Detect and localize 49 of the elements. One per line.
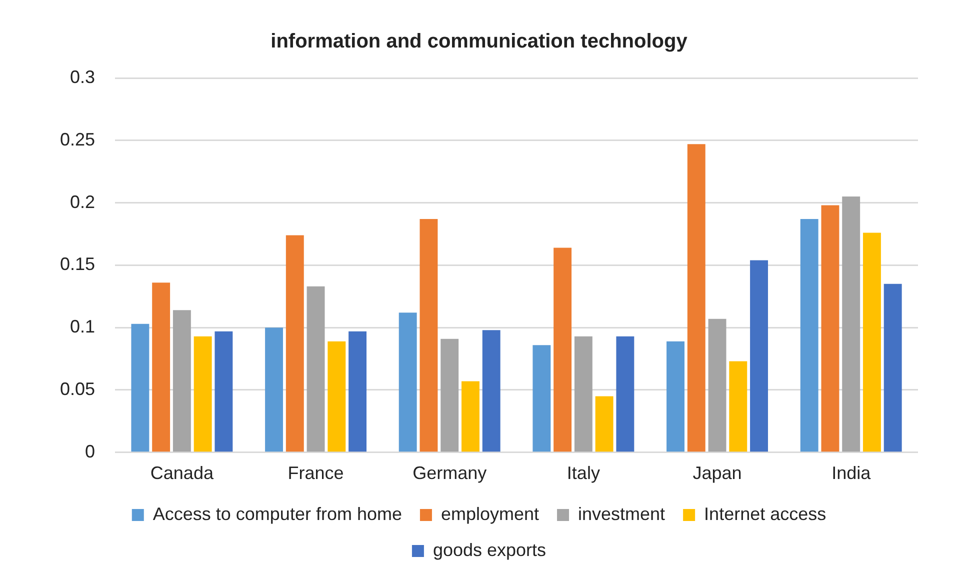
legend-label: employment — [440, 504, 540, 524]
bar — [666, 341, 684, 452]
bar — [554, 248, 572, 452]
bar — [172, 310, 191, 452]
x-tick-label: Japan — [692, 463, 742, 484]
bar — [286, 235, 304, 452]
bar — [862, 232, 881, 452]
bar — [306, 286, 325, 452]
bar — [750, 260, 768, 452]
x-tick-label: Germany — [412, 463, 487, 484]
legend-label: Internet access — [704, 504, 826, 524]
bar — [708, 318, 726, 452]
legend-label: Access to computer from home — [152, 504, 402, 524]
y-tick-label: 0.3 — [70, 66, 96, 87]
bar — [729, 361, 748, 452]
y-tick-label: 0.2 — [70, 192, 96, 212]
bar — [842, 196, 860, 452]
bar — [328, 341, 346, 452]
bar — [687, 144, 706, 452]
bar — [152, 282, 170, 452]
bar — [214, 331, 233, 452]
x-tick-label: India — [832, 463, 872, 484]
x-tick-label: Italy — [566, 463, 600, 484]
x-tick-label: France — [288, 463, 344, 484]
bar — [800, 219, 818, 452]
bar — [440, 338, 459, 452]
bar — [462, 381, 480, 452]
bar — [574, 336, 592, 452]
x-tick-label: Canada — [150, 463, 214, 484]
y-tick-label: 0.25 — [60, 129, 96, 150]
bar — [131, 324, 150, 452]
y-tick-label: 0.05 — [60, 378, 96, 399]
chart-title: information and communication technology — [270, 30, 688, 53]
y-tick-label: 0 — [85, 441, 96, 462]
bar — [884, 284, 902, 452]
bar — [532, 345, 551, 452]
bar — [616, 336, 634, 452]
bar — [398, 312, 417, 452]
y-tick-label: 0.1 — [70, 316, 96, 337]
bar — [265, 328, 283, 452]
bar — [821, 205, 840, 452]
bar — [420, 219, 438, 452]
y-tick-label: 0.15 — [60, 254, 96, 274]
bar — [482, 330, 500, 452]
bar — [348, 331, 367, 452]
bar — [194, 336, 212, 452]
bar — [595, 396, 614, 452]
legend-label: investment — [578, 504, 666, 524]
legend-label: goods exports — [432, 540, 546, 560]
